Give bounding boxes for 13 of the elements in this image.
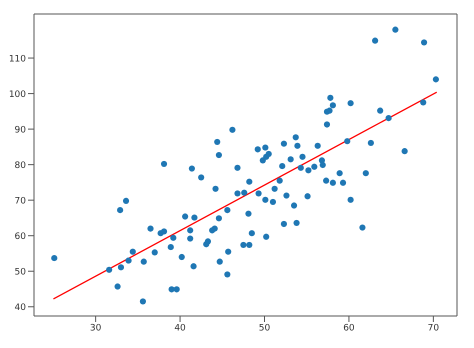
y-tick-label: 110 <box>8 54 26 64</box>
y-tick-label: 100 <box>8 90 26 100</box>
y-tick-label: 90 <box>14 125 26 136</box>
y-tick-label: 70 <box>14 196 26 206</box>
x-tick-label: 50 <box>258 323 270 334</box>
x-tick-label: 70 <box>428 323 440 334</box>
x-tick-label: 40 <box>174 323 186 334</box>
y-tick-label: 40 <box>14 302 26 313</box>
y-tick-label: 80 <box>14 160 26 171</box>
x-tick-label: 30 <box>90 323 102 334</box>
y-tick-label: 60 <box>14 232 26 242</box>
y-tick-label: 50 <box>14 267 26 278</box>
x-tick-label: 60 <box>343 323 355 334</box>
